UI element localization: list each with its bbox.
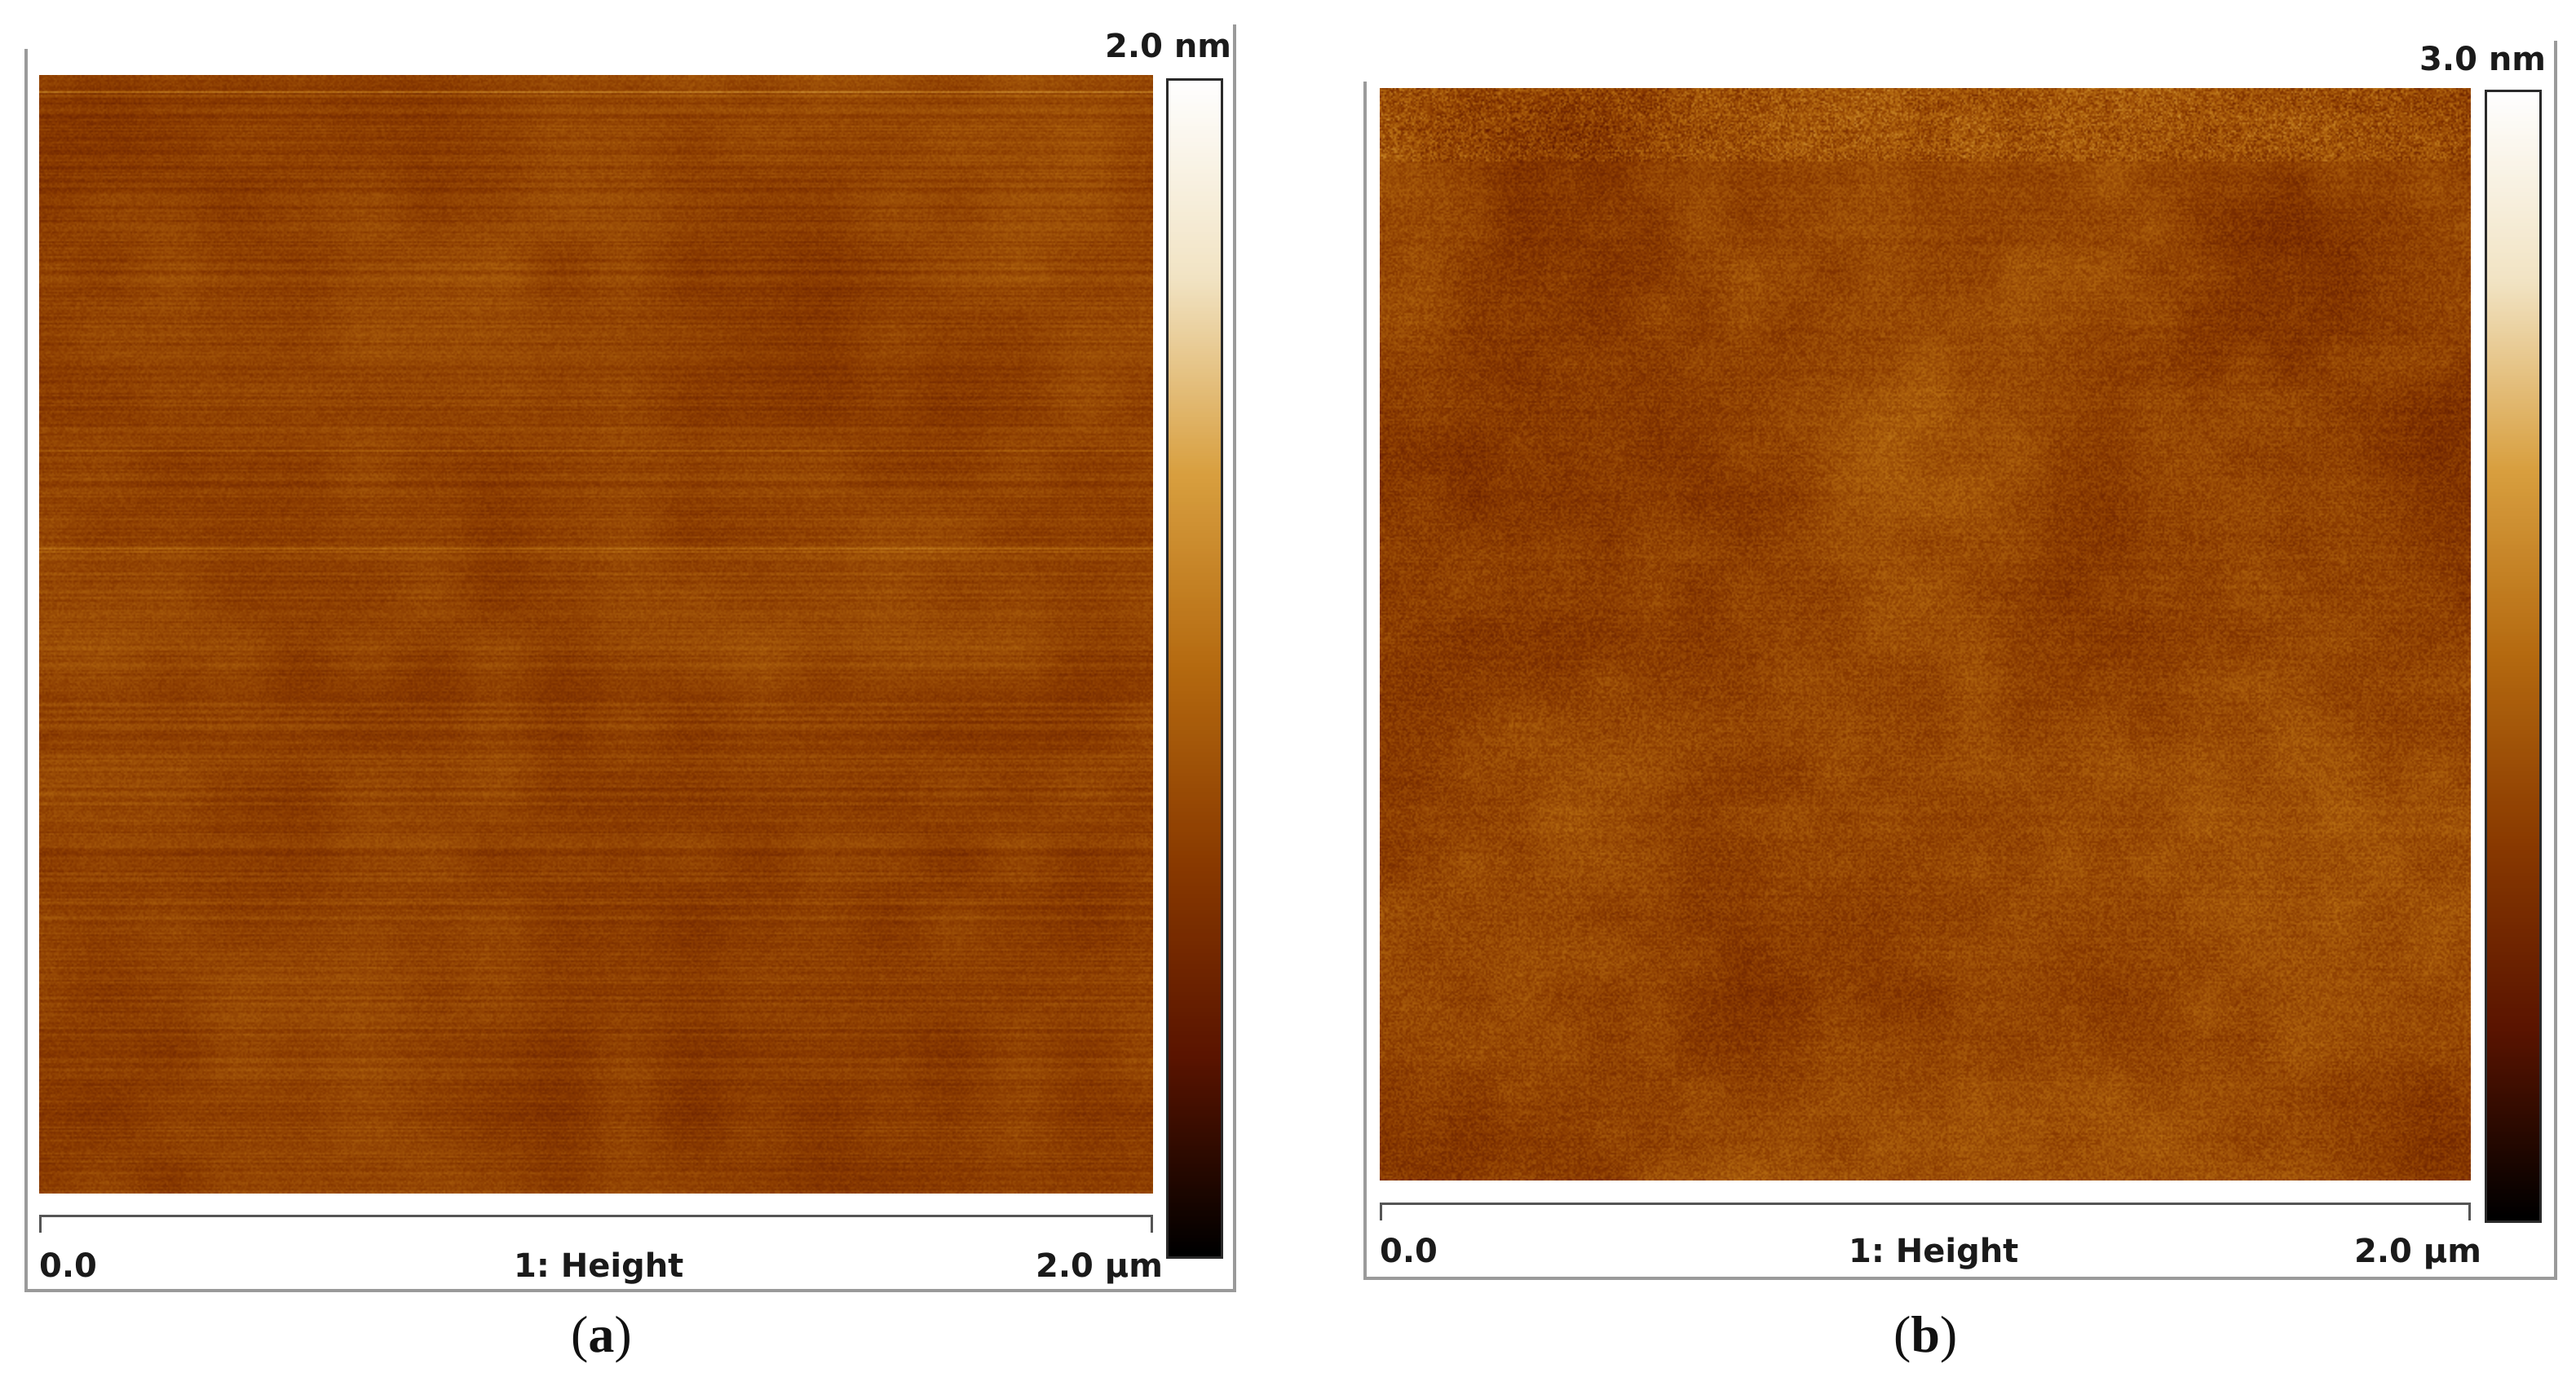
axis-end-label-b: 2.0 µm	[2354, 1233, 2481, 1270]
colorbar-max-label-a: 2.0 nm	[1105, 28, 1231, 65]
axis-start-label-a: 0.0	[39, 1247, 97, 1285]
height-map-image-b	[1380, 88, 2471, 1181]
caption-a: (a)	[571, 1305, 632, 1363]
panel-a-frame-left	[24, 49, 28, 1292]
axis-channel-label-b: 1: Height	[1849, 1233, 2019, 1270]
panel-b-frame-left	[1363, 82, 1367, 1280]
colorbar-a	[1166, 78, 1223, 1259]
panel-b-frame-bottom	[1363, 1277, 2557, 1280]
scale-axis-a	[39, 1215, 1153, 1233]
panel-b-frame-right	[2554, 41, 2557, 1280]
afm-panel-b: 3.0 nm 0.0 1: Height 2.0 µm	[1363, 41, 2562, 1280]
panel-a-frame-right	[1233, 24, 1236, 1292]
caption-b: (b)	[1893, 1305, 1958, 1363]
colorbar-max-label-b: 3.0 nm	[2419, 41, 2546, 78]
axis-end-label-a: 2.0 µm	[1036, 1247, 1163, 1285]
axis-channel-label-a: 1: Height	[514, 1247, 684, 1285]
panel-a-frame-bottom	[24, 1289, 1236, 1292]
height-map-image-a	[39, 75, 1153, 1194]
colorbar-b	[2485, 90, 2542, 1223]
scale-axis-b	[1380, 1203, 2471, 1220]
axis-start-label-b: 0.0	[1380, 1233, 1438, 1270]
afm-panel-a: 2.0 nm 0.0 1: Height 2.0 µm	[24, 24, 1239, 1292]
